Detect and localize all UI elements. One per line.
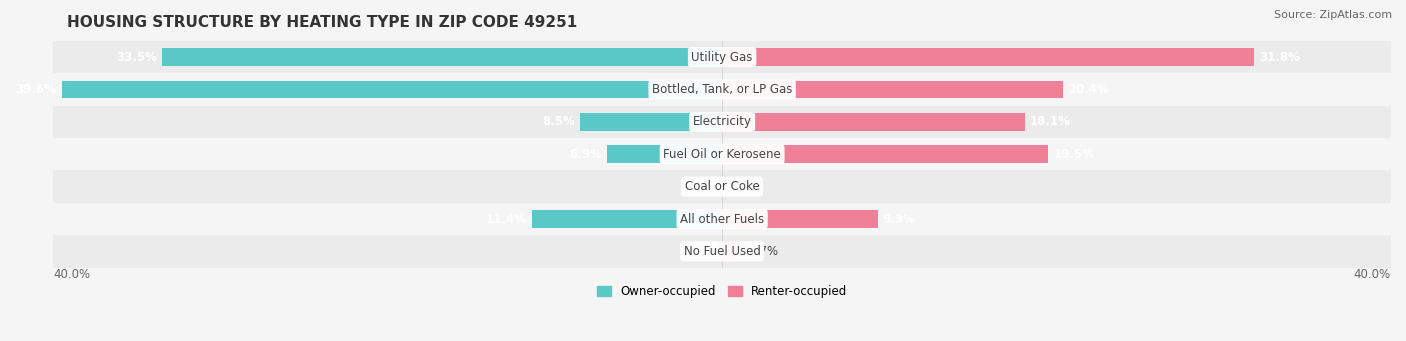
Text: 40.0%: 40.0% [53, 268, 90, 281]
Legend: Owner-occupied, Renter-occupied: Owner-occupied, Renter-occupied [592, 280, 852, 302]
Text: Electricity: Electricity [693, 115, 752, 128]
Text: All other Fuels: All other Fuels [681, 212, 765, 225]
Text: No Fuel Used: No Fuel Used [683, 245, 761, 258]
Text: 20.4%: 20.4% [1069, 83, 1109, 96]
Text: Fuel Oil or Kerosene: Fuel Oil or Kerosene [664, 148, 780, 161]
Text: 0.87%: 0.87% [742, 245, 779, 258]
Text: 19.5%: 19.5% [1053, 148, 1094, 161]
Bar [723, 210, 877, 228]
Bar [162, 48, 723, 66]
Bar [607, 145, 723, 163]
Text: 9.3%: 9.3% [883, 212, 915, 225]
Bar [53, 73, 1391, 106]
Text: 0.2%: 0.2% [685, 245, 714, 258]
Text: 0.0%: 0.0% [685, 180, 714, 193]
Text: Bottled, Tank, or LP Gas: Bottled, Tank, or LP Gas [652, 83, 793, 96]
Bar [723, 48, 1254, 66]
Bar [723, 145, 1049, 163]
Text: 0.0%: 0.0% [731, 180, 761, 193]
Text: 8.5%: 8.5% [543, 115, 575, 128]
Text: 40.0%: 40.0% [1354, 268, 1391, 281]
Bar [53, 41, 1391, 73]
Bar [723, 80, 1063, 98]
Bar [62, 80, 723, 98]
Text: 33.5%: 33.5% [117, 50, 157, 63]
Bar [581, 113, 723, 131]
Bar [531, 210, 723, 228]
Bar [53, 170, 1391, 203]
Text: 39.5%: 39.5% [15, 83, 56, 96]
Bar [53, 235, 1391, 268]
Text: Source: ZipAtlas.com: Source: ZipAtlas.com [1274, 10, 1392, 20]
Text: 11.4%: 11.4% [485, 212, 526, 225]
Text: 31.8%: 31.8% [1258, 50, 1299, 63]
Text: 18.1%: 18.1% [1029, 115, 1071, 128]
Bar [718, 242, 723, 260]
Text: Utility Gas: Utility Gas [692, 50, 752, 63]
Bar [723, 113, 1025, 131]
Bar [53, 138, 1391, 170]
Bar [723, 242, 737, 260]
Text: HOUSING STRUCTURE BY HEATING TYPE IN ZIP CODE 49251: HOUSING STRUCTURE BY HEATING TYPE IN ZIP… [66, 15, 576, 30]
Bar [53, 106, 1391, 138]
Bar [53, 203, 1391, 235]
Text: 6.9%: 6.9% [569, 148, 602, 161]
Text: Coal or Coke: Coal or Coke [685, 180, 759, 193]
